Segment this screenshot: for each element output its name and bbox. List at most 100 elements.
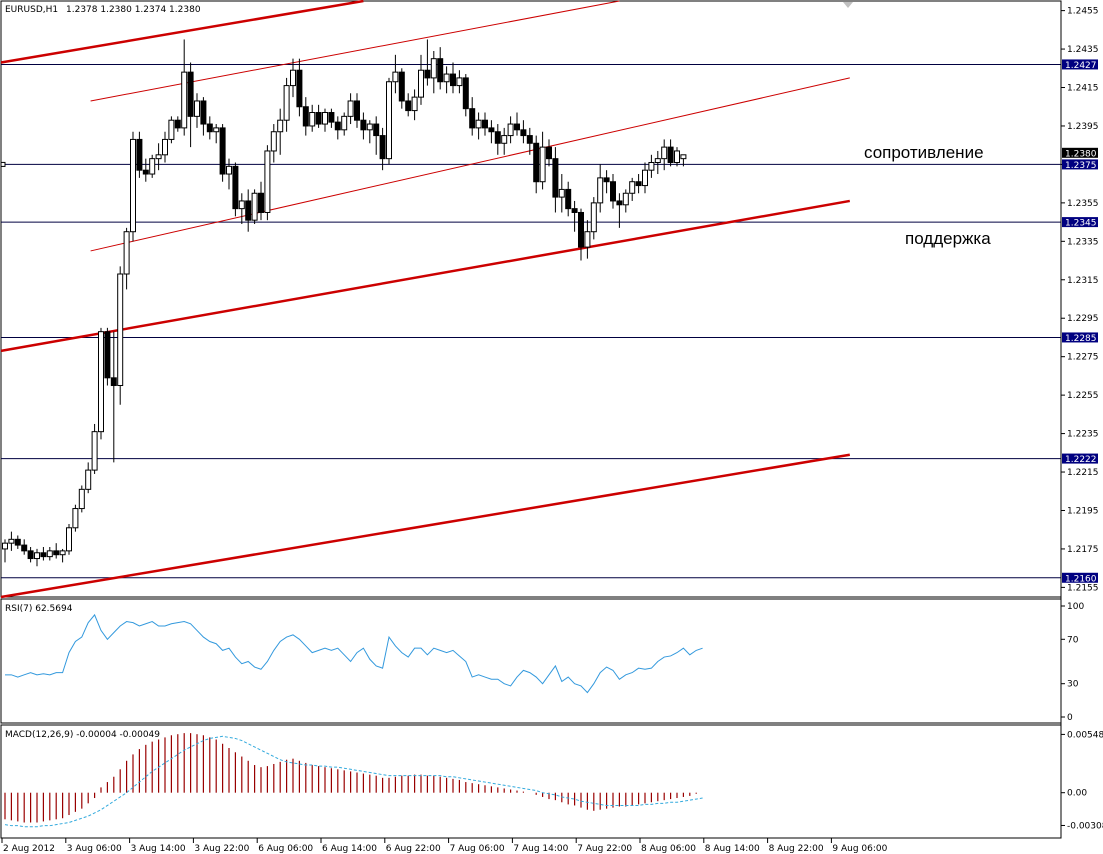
candle-body [290, 69, 296, 87]
price-axis-level-labels: 1.2427 1.2375 1.2345 1.2285 1.2222 1.2160 1.23… [1062, 59, 1098, 584]
channel-lines [0, 0, 851, 599]
candle-body [405, 100, 412, 112]
price-tick-label: 1.2435 [1067, 45, 1099, 55]
candle-body [162, 138, 168, 156]
candle-body [616, 200, 623, 206]
price-tick-label: 1.2315 [1067, 276, 1099, 286]
candle-body [213, 127, 220, 133]
time-tick-label: 6 Aug 22:00 [386, 844, 441, 854]
candle-body [264, 150, 271, 213]
candle-body [155, 154, 162, 160]
level-label-box [1062, 332, 1098, 343]
candle-body [309, 112, 316, 127]
candle-body [635, 181, 642, 187]
candle-body [680, 154, 687, 160]
price-tick-label: 1.2335 [1067, 237, 1099, 247]
candle-body [507, 123, 514, 137]
candle-body [565, 188, 572, 210]
candle-body [136, 138, 143, 171]
candle-body [398, 71, 405, 102]
candle-body [59, 550, 66, 556]
price-tick-label: 1.2275 [1067, 353, 1099, 363]
price-tick-label: 1.2395 [1067, 122, 1099, 132]
candle-body [258, 192, 264, 213]
candle-body [219, 127, 226, 175]
candle-body [232, 165, 239, 210]
time-tick-label: 3 Aug 06:00 [67, 844, 122, 854]
candle-body [117, 273, 124, 387]
macd-tick-label: 0.00548 [1067, 730, 1103, 740]
rsi-tick-label: 70 [1067, 635, 1079, 645]
macd-tick-label: 0.00 [1067, 789, 1087, 799]
horizontal-levels [0, 63, 1061, 579]
time-tick-label: 8 Aug 22:00 [769, 844, 824, 854]
candle-body [526, 135, 533, 144]
candle-body [34, 552, 40, 560]
candle-body [469, 108, 476, 129]
candle-body [194, 100, 200, 117]
price-tick-label: 1.2455 [1067, 7, 1099, 17]
candle-body [622, 192, 629, 206]
candle-body [424, 69, 431, 79]
chart-symbol: EURUSD,H1 [5, 5, 58, 15]
channel-line [0, 453, 851, 599]
candle-body [206, 123, 213, 133]
time-tick-label: 9 Aug 06:00 [832, 844, 887, 854]
candle-body [552, 158, 559, 198]
candle-body [590, 202, 597, 233]
macd-signal-line [4, 735, 703, 828]
price-tick-label: 1.2175 [1067, 545, 1099, 555]
candle-body [411, 96, 418, 112]
candle-body [488, 127, 495, 133]
candle-body [14, 538, 21, 546]
price-panel-frame [0, 0, 1062, 598]
candle-body [66, 527, 72, 552]
level-label-box [1062, 59, 1098, 70]
candle-body [149, 158, 156, 175]
time-tick-label: 8 Aug 14:00 [705, 844, 760, 854]
candle-body [238, 200, 245, 210]
candle-body [21, 544, 28, 552]
scroll-marker-icon[interactable] [843, 2, 853, 8]
rsi-title: RSI(7) 62.5694 [5, 604, 73, 614]
level-label-box [1062, 217, 1098, 228]
candle-body [200, 100, 207, 125]
candle-body [168, 119, 175, 140]
candle-body [667, 146, 674, 163]
candle-body [546, 146, 552, 160]
current-price-label: 1.2380 [1065, 149, 1097, 159]
candle-body [72, 508, 79, 529]
level-label: 1.2375 [1065, 161, 1097, 171]
candle-body [110, 377, 117, 387]
candle-body [418, 69, 424, 98]
candle-body [610, 181, 616, 202]
time-axis: 2 Aug 2012 3 Aug 06:00 3 Aug 14:00 3 Aug 22… [1, 838, 888, 854]
candle-body [85, 469, 92, 490]
candle-body [98, 331, 104, 433]
rsi-indicator: 100 70 30 0 [5, 602, 1084, 723]
candle-body [430, 58, 437, 79]
candle-body [456, 77, 463, 87]
level-label: 1.2222 [1065, 455, 1097, 465]
time-tick-label: 3 Aug 22:00 [194, 844, 249, 854]
channel-line [90, 0, 620, 102]
candle-body [251, 192, 258, 221]
candle-body [584, 231, 591, 248]
candle-body [322, 112, 328, 125]
candle-body [366, 123, 373, 131]
price-tick-label: 1.2155 [1067, 583, 1099, 593]
level-label: 1.2160 [1065, 574, 1097, 584]
candle-body [578, 211, 584, 248]
time-tick-label: 2 Aug 2012 [3, 844, 55, 854]
level-label: 1.2345 [1065, 219, 1097, 229]
candle-body [386, 81, 392, 160]
candle-body [558, 188, 565, 198]
level-label-box [1062, 572, 1098, 583]
candle-body [46, 550, 53, 558]
candle-body [296, 69, 303, 108]
candle-body [379, 135, 386, 160]
candle-body [603, 177, 610, 183]
candle-body [354, 100, 360, 121]
candle-body [629, 181, 636, 194]
